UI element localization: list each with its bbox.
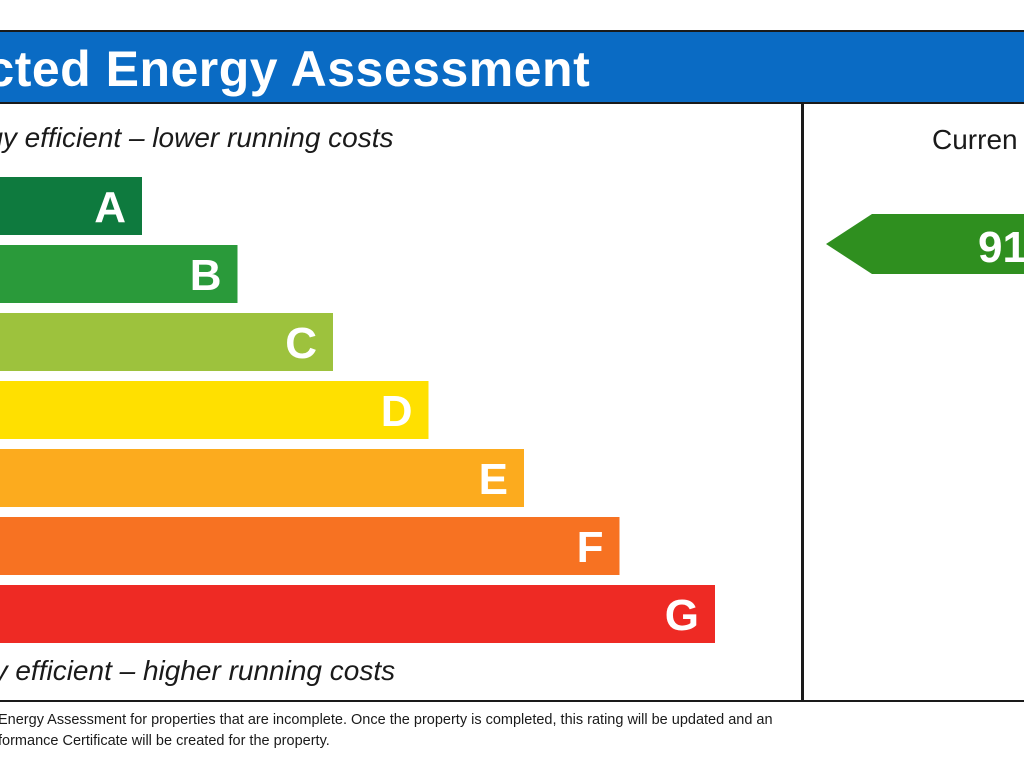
rating-label-b: B	[190, 251, 222, 300]
page-title: icted Energy Assessment	[0, 41, 591, 97]
rating-label-c: C	[285, 319, 317, 368]
rating-bar-g	[0, 585, 715, 643]
caption-inefficient: gy efficient – higher running costs	[0, 655, 396, 686]
caption-efficient: rgy efficient – lower running costs	[0, 122, 394, 153]
rating-bar-c	[0, 313, 333, 371]
footnote-line-1: Energy Assessment for properties that ar…	[0, 712, 773, 728]
rating-bar-a	[0, 177, 142, 235]
footnote-line-2: formance Certificate will be created for…	[0, 733, 330, 749]
rating-bar-d	[0, 381, 429, 439]
rating-bar-f	[0, 517, 620, 575]
rating-bar-e	[0, 449, 524, 507]
header-bar: icted Energy Assessment	[0, 30, 1024, 104]
rating-label-e: E	[479, 455, 508, 504]
current-rating-arrow: 91	[826, 214, 1024, 274]
column-divider	[801, 104, 804, 702]
current-column-header: Curren	[932, 124, 1018, 155]
bottom-border	[0, 700, 1024, 702]
rating-label-f: F	[577, 523, 604, 572]
current-arrow-shape	[826, 214, 1024, 274]
rating-label-a: A	[94, 183, 126, 232]
rating-bar-b	[0, 245, 238, 303]
rating-label-g: G	[665, 591, 699, 640]
footnote: Energy Assessment for properties that ar…	[0, 710, 1008, 752]
rating-label-d: D	[381, 387, 413, 436]
current-rating-value: 91	[978, 223, 1024, 272]
rating-bar-chart: A B C D E F G	[0, 177, 715, 643]
